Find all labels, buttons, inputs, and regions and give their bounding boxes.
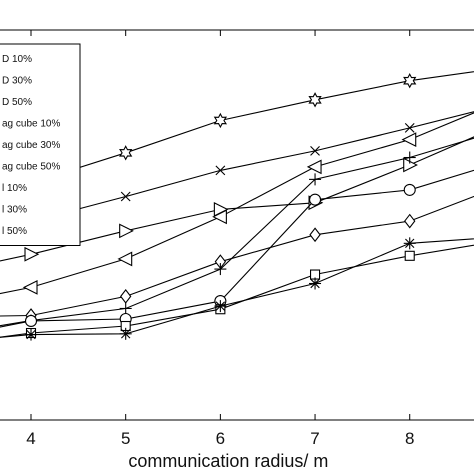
diamond-marker: [309, 227, 321, 243]
hexagram-marker: [308, 92, 322, 108]
series-group: [0, 71, 474, 341]
plus-marker: [119, 302, 132, 315]
x-axis-title: communication radius/ m: [128, 451, 328, 471]
triangle-left-marker: [212, 209, 227, 225]
series-4: [0, 112, 474, 295]
legend: D 10% D 30% D 50% ag cube 10% ag cube 30% ag …: [0, 43, 81, 246]
hexagram-marker: [119, 145, 133, 161]
triangle-left-marker: [401, 132, 417, 147]
triangle-left-marker: [22, 280, 38, 295]
triangle-right-marker: [119, 223, 134, 239]
series-5: [0, 195, 474, 323]
legend-label: l 30%: [2, 205, 27, 216]
plot-frame: [0, 29, 474, 421]
series-9: [0, 237, 474, 341]
legend-label: ag cube 50%: [2, 162, 60, 173]
x-tick-label: 7: [310, 429, 319, 448]
x-marker: [310, 146, 320, 156]
legend-label: l 10%: [2, 183, 27, 194]
asterisk-marker: [309, 277, 322, 290]
x-marker: [215, 165, 226, 176]
series-line: [0, 244, 474, 338]
legend-label: l 50%: [2, 226, 27, 237]
hexagram-marker: [403, 73, 417, 89]
hexagram-marker: [213, 112, 228, 129]
circle-marker: [24, 314, 38, 327]
diamond-marker: [119, 288, 132, 304]
circle-marker: [403, 183, 416, 196]
plus-marker: [309, 173, 322, 186]
legend-label: ag cube 10%: [2, 119, 60, 130]
legend-label: ag cube 30%: [2, 140, 60, 151]
asterisk-marker: [403, 237, 416, 250]
legend-box: [0, 43, 81, 246]
legend-label: D 50%: [2, 97, 32, 108]
legend-label: D 30%: [2, 76, 32, 87]
diamond-marker: [404, 213, 416, 229]
x-tick-label: 5: [121, 429, 130, 448]
plus-marker: [214, 263, 227, 276]
x-ticks: 4 5 6 7 8: [26, 30, 414, 448]
triangle-left-marker: [117, 251, 133, 267]
asterisk-marker: [25, 328, 38, 341]
plus-marker: [403, 151, 416, 164]
x-marker: [120, 191, 131, 202]
x-tick-label: 6: [216, 429, 225, 448]
square-marker: [404, 250, 415, 261]
x-tick-label: 8: [405, 429, 414, 448]
legend-label: D 10%: [2, 54, 32, 65]
asterisk-marker: [119, 327, 132, 340]
axes: [0, 29, 474, 421]
asterisk-marker: [214, 300, 227, 313]
x-tick-label: 4: [26, 429, 35, 448]
circle-marker: [308, 193, 322, 206]
x-marker: [404, 123, 415, 133]
triangle-left-marker: [306, 159, 322, 175]
triangle-right-marker: [24, 246, 40, 262]
